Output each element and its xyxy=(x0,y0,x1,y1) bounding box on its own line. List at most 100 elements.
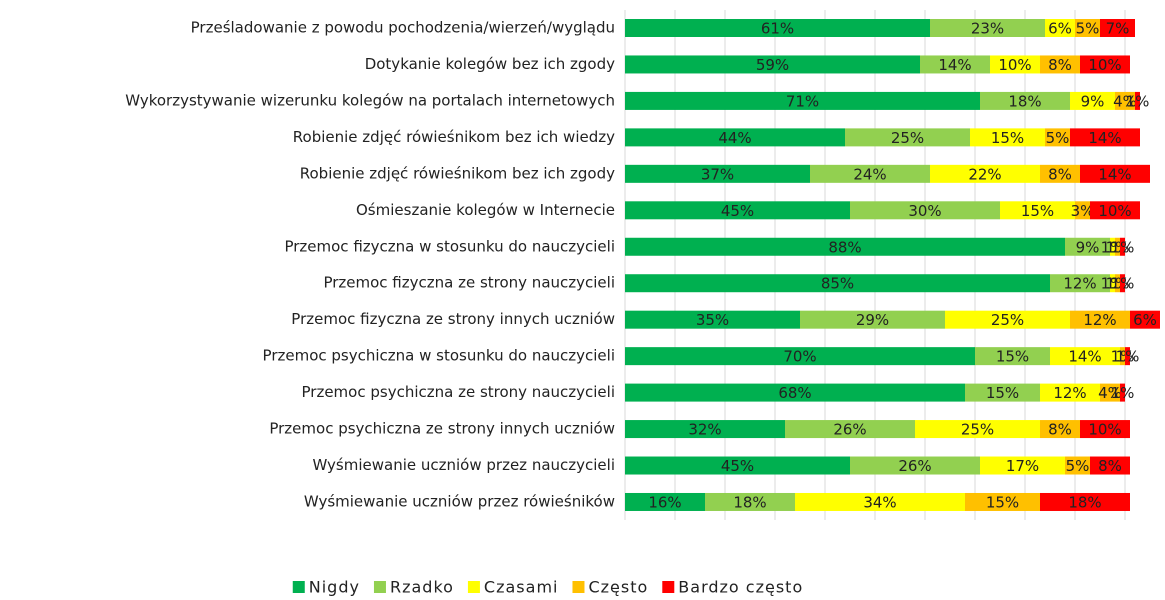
legend-label: Rzadko xyxy=(390,578,454,597)
category-label: Przemoc psychiczna ze strony nauczycieli xyxy=(302,383,616,401)
value-label: 14% xyxy=(938,56,971,74)
value-label: 6% xyxy=(1048,20,1072,38)
category-label: Wykorzystywanie wizerunku kolegów na por… xyxy=(125,91,615,109)
bar-segment xyxy=(1040,55,1080,74)
value-label: 10% xyxy=(1088,56,1121,74)
value-label: 22% xyxy=(968,165,1001,183)
category-label: Prześladowanie z powodu pochodzenia/wier… xyxy=(191,19,615,37)
value-label: 37% xyxy=(701,165,734,183)
legend-swatch xyxy=(662,581,675,593)
bar-segment xyxy=(1080,420,1130,439)
bar-segment xyxy=(1100,19,1135,37)
value-label: 9% xyxy=(1076,238,1100,256)
value-label: 32% xyxy=(688,421,721,439)
bar-segment xyxy=(625,128,845,147)
bar-segment xyxy=(810,164,930,183)
bar-segment xyxy=(1090,201,1140,220)
category-label: Dotykanie kolegów bez ich zgody xyxy=(365,55,615,73)
value-label: 14% xyxy=(1088,129,1121,147)
legend-swatch xyxy=(292,581,305,593)
value-label: 18% xyxy=(1008,92,1041,110)
bar-segment xyxy=(795,492,965,511)
value-label: 4% xyxy=(1113,92,1137,110)
bar-segment xyxy=(705,492,795,511)
bar-segment xyxy=(1070,91,1115,110)
value-label: 12% xyxy=(1053,384,1086,402)
value-label: 8% xyxy=(1048,56,1072,74)
value-label: 14% xyxy=(1068,348,1101,366)
bar-segment xyxy=(1120,347,1125,366)
value-label: 30% xyxy=(908,202,941,220)
value-label: 45% xyxy=(721,202,754,220)
value-label: 26% xyxy=(898,457,931,475)
bar-segment xyxy=(1040,492,1130,511)
bar-segment xyxy=(1130,310,1160,329)
bar-segment xyxy=(625,237,1065,256)
bar-segment xyxy=(1040,164,1080,183)
value-label: 25% xyxy=(961,421,994,439)
value-label: 10% xyxy=(1098,202,1131,220)
category-label: Robienie zdjęć rówieśnikom bez ich wiedz… xyxy=(293,128,615,146)
bar-segment xyxy=(945,310,1070,329)
bar-segment xyxy=(1110,274,1115,293)
value-label: 85% xyxy=(821,275,854,293)
value-label: 8% xyxy=(1098,457,1122,475)
value-label: 68% xyxy=(778,384,811,402)
bar-segment xyxy=(1100,383,1120,402)
bar-segment xyxy=(625,91,980,110)
bar-segment xyxy=(1070,310,1130,329)
value-label: 24% xyxy=(853,165,886,183)
bar-segment xyxy=(980,456,1065,475)
value-label: 8% xyxy=(1048,421,1072,439)
bar-segment xyxy=(625,456,850,475)
value-label: 5% xyxy=(1046,129,1070,147)
bar-segment xyxy=(970,128,1045,147)
bar-segment xyxy=(785,420,915,439)
bar-segment xyxy=(1120,274,1125,293)
category-label: Przemoc psychiczna ze strony innych uczn… xyxy=(269,420,615,438)
legend-swatch xyxy=(373,581,386,593)
value-label: 25% xyxy=(891,129,924,147)
value-label: 5% xyxy=(1066,457,1090,475)
bar-segment xyxy=(1075,19,1100,37)
bar-segment xyxy=(1135,91,1140,110)
bar-segment xyxy=(975,347,1050,366)
legend-label: Czasami xyxy=(484,578,559,597)
category-label: Wyśmiewanie uczniów przez rówieśników xyxy=(304,492,615,510)
bar-segment xyxy=(980,91,1070,110)
bar-segment xyxy=(625,55,920,74)
category-label: Przemoc fizyczna ze strony innych ucznió… xyxy=(291,310,615,328)
bar-segment xyxy=(800,310,945,329)
legend: Nigdy Rzadko Czasami Często Bardzo często xyxy=(292,578,803,597)
value-label: 59% xyxy=(756,56,789,74)
bar-segment xyxy=(1065,237,1110,256)
bar-segment xyxy=(845,128,970,147)
value-label: 14% xyxy=(1098,165,1131,183)
bar-segment xyxy=(1090,456,1130,475)
value-label: 10% xyxy=(1088,421,1121,439)
bar-segment xyxy=(850,456,980,475)
value-label: 34% xyxy=(863,493,896,511)
value-label: 16% xyxy=(648,493,681,511)
value-label: 15% xyxy=(986,493,1019,511)
bar-segment xyxy=(1115,237,1120,256)
value-label: 9% xyxy=(1081,92,1105,110)
value-label: 29% xyxy=(856,311,889,329)
value-label: 17% xyxy=(1006,457,1039,475)
value-label: 12% xyxy=(1083,311,1116,329)
bar-segment xyxy=(625,19,930,37)
category-label: Robienie zdjęć rówieśnikom bez ich zgody xyxy=(300,164,615,182)
value-label: 71% xyxy=(786,92,819,110)
bar-segment xyxy=(1050,347,1120,366)
bar-segment xyxy=(930,19,1045,37)
bar-segment xyxy=(1080,164,1150,183)
legend-label: Często xyxy=(588,578,648,597)
bar-segment xyxy=(1115,91,1135,110)
value-label: 35% xyxy=(696,311,729,329)
value-label: 23% xyxy=(971,20,1004,38)
legend-label: Bardzo często xyxy=(678,578,803,597)
bar-segment xyxy=(1050,274,1110,293)
value-label: 15% xyxy=(996,348,1029,366)
value-label: 1% xyxy=(1111,238,1135,256)
